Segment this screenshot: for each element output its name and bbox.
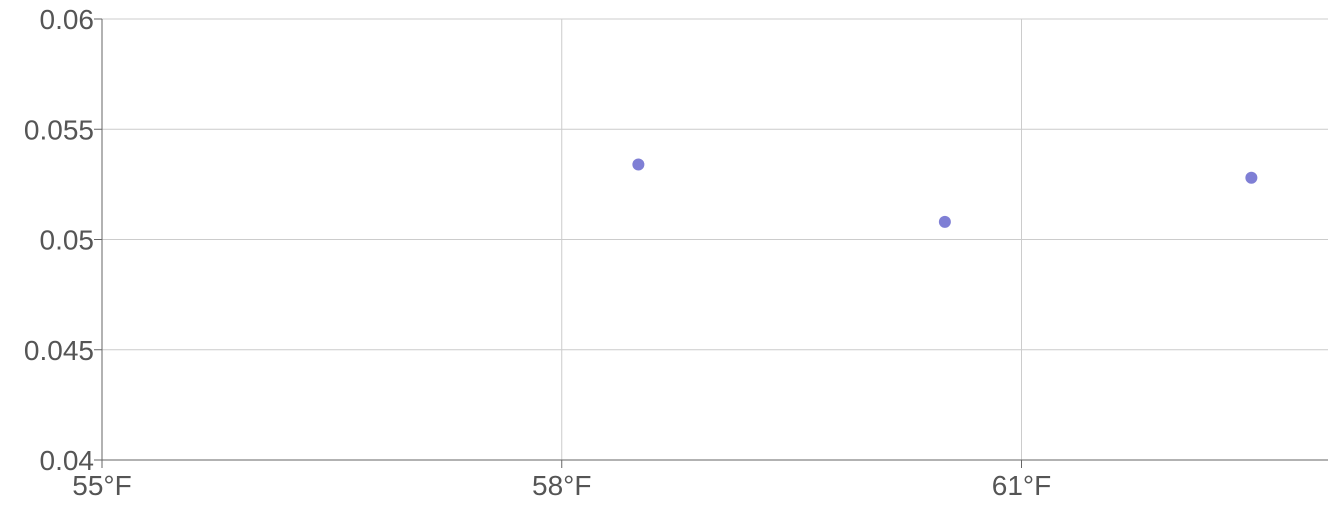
data-point [1245,171,1258,184]
grid-lines [102,18,1328,460]
x-tick-label: 55°F [72,470,131,501]
x-axis-ticks: 55°F 58°F 61°F [72,460,1051,501]
y-axis-ticks: 0.04 0.045 0.05 0.055 0.06 [24,4,102,476]
y-tick-label: 0.04 [40,445,95,476]
data-point [632,158,645,171]
data-points [632,158,1258,228]
y-tick-label: 0.055 [24,114,94,145]
y-tick-label: 0.06 [40,4,95,35]
y-tick-label: 0.05 [40,225,95,256]
data-point [938,215,951,228]
y-tick-label: 0.045 [24,335,94,366]
x-tick-label: 58°F [532,470,591,501]
x-tick-label: 61°F [992,470,1051,501]
